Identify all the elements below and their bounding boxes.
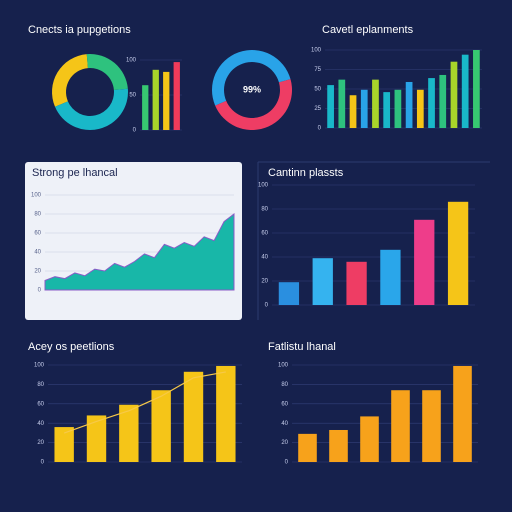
y-tick-label: 60 [281, 401, 288, 407]
chart-title: Strong pe lhancal [32, 167, 118, 179]
bar [349, 95, 357, 128]
bar [216, 365, 236, 462]
chart-title: Cnects ia pupgetions [28, 24, 131, 36]
pie-slice [86, 54, 128, 90]
y-tick-label: 50 [129, 93, 136, 99]
bar [383, 92, 391, 128]
pie-slice [52, 54, 88, 107]
y-tick-label: 100 [258, 183, 269, 189]
bar [151, 390, 171, 462]
y-tick-label: 20 [261, 279, 268, 285]
y-tick-label: 0 [133, 128, 137, 134]
bar [278, 282, 300, 305]
bar [173, 62, 180, 130]
bar [163, 71, 170, 130]
chart-title: Acey os peetlions [28, 341, 115, 353]
chart-title: Fatlistu lhanal [268, 341, 336, 353]
y-tick-label: 80 [34, 212, 41, 218]
y-tick-label: 100 [126, 58, 137, 64]
bar [422, 390, 441, 462]
pie-slice [211, 49, 291, 106]
y-tick-label: 0 [38, 288, 42, 294]
y-tick-label: 60 [261, 231, 268, 237]
chart-title: Cavetl eplanments [322, 24, 414, 36]
bar [86, 415, 107, 462]
y-tick-label: 25 [314, 106, 321, 112]
bar [119, 404, 139, 462]
area [44, 212, 235, 291]
y-tick-label: 60 [34, 231, 41, 237]
y-tick-label: 40 [261, 255, 268, 261]
y-tick-label: 80 [281, 382, 288, 388]
bar [391, 390, 410, 462]
bar [360, 416, 379, 462]
y-tick-label: 0 [41, 460, 45, 466]
bar [394, 89, 402, 128]
pie-slice [215, 79, 292, 130]
bar [447, 201, 469, 305]
y-tick-label: 20 [34, 269, 41, 275]
bar [380, 249, 401, 305]
bar [338, 79, 346, 128]
pie-slice [54, 88, 129, 130]
bar [414, 219, 435, 305]
center-label: 99% [243, 84, 261, 94]
y-tick-label: 80 [37, 382, 44, 388]
bar [405, 81, 413, 128]
bar [461, 54, 469, 128]
chart-title: Cantinn plassts [268, 167, 344, 179]
bar [346, 261, 367, 305]
bar [473, 50, 480, 128]
y-tick-label: 40 [34, 250, 41, 256]
y-tick-label: 40 [37, 421, 44, 427]
bar [439, 74, 447, 128]
bar [372, 79, 379, 128]
y-tick-label: 80 [261, 207, 268, 213]
bar [54, 427, 74, 462]
bar [327, 85, 334, 128]
y-tick-label: 0 [265, 303, 269, 309]
y-tick-label: 100 [278, 363, 289, 369]
y-tick-label: 0 [318, 126, 322, 132]
bar [329, 429, 348, 462]
bar [360, 89, 368, 128]
bar [142, 85, 149, 130]
y-tick-label: 0 [285, 460, 289, 466]
y-tick-label: 100 [34, 363, 45, 369]
bar [152, 69, 159, 130]
bar [183, 371, 204, 462]
y-tick-label: 50 [314, 87, 321, 93]
y-tick-label: 60 [37, 401, 44, 407]
bar [428, 78, 435, 128]
bar [453, 365, 472, 462]
y-tick-label: 100 [311, 48, 322, 54]
y-tick-label: 75 [314, 67, 321, 73]
y-tick-label: 20 [37, 440, 44, 446]
bar [298, 433, 317, 462]
bar [416, 89, 424, 128]
trend-line [63, 371, 226, 434]
bar [312, 258, 333, 305]
y-tick-label: 100 [31, 193, 42, 199]
y-tick-label: 40 [281, 421, 288, 427]
bar [450, 61, 458, 129]
y-tick-label: 20 [281, 440, 288, 446]
